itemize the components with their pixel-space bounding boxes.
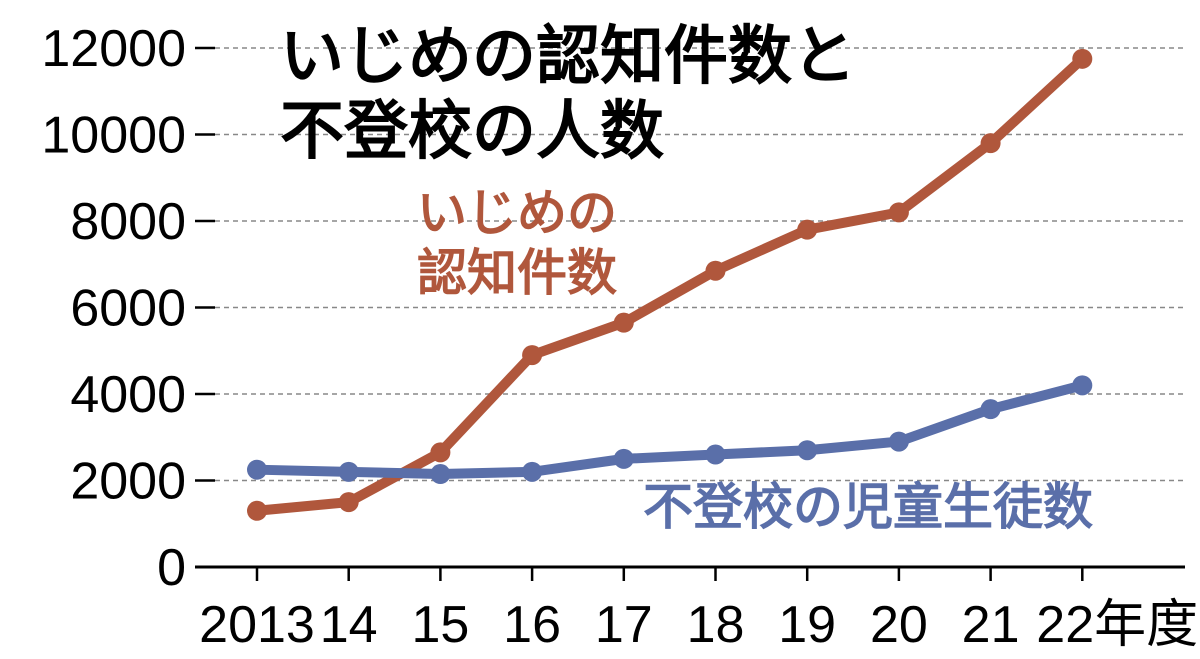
chart-title-line-2: 不登校の人数 bbox=[280, 95, 664, 169]
series-group bbox=[247, 48, 1093, 521]
x-tick-label-4: 17 bbox=[595, 596, 653, 654]
data-point-0-8 bbox=[980, 133, 1001, 154]
y-axis: 0 2000 4000 6000 8000 10000 12000 bbox=[41, 20, 215, 597]
data-point-1-5 bbox=[705, 444, 726, 465]
series-label-bullying-line-2: 認知件数 bbox=[417, 244, 617, 302]
x-tick-label-1: 14 bbox=[320, 596, 378, 654]
x-tick-label-5: 18 bbox=[687, 596, 745, 654]
y-tick-label-10000: 10000 bbox=[41, 107, 186, 165]
y-tick-label-2000: 2000 bbox=[70, 453, 186, 511]
data-point-1-2 bbox=[430, 464, 451, 485]
x-tick-label-2: 15 bbox=[411, 596, 469, 654]
data-point-0-5 bbox=[705, 260, 726, 281]
data-point-1-0 bbox=[247, 459, 267, 480]
data-point-0-7 bbox=[888, 202, 909, 223]
data-point-0-1 bbox=[338, 492, 359, 513]
y-tick-label-12000: 12000 bbox=[41, 20, 186, 78]
x-tick-label-3: 16 bbox=[503, 596, 561, 654]
series-label-absence: 不登校の児童生徒数 bbox=[643, 478, 1093, 536]
data-point-0-3 bbox=[522, 345, 543, 366]
x-tick-label-6: 19 bbox=[778, 596, 836, 654]
series-label-bullying-line-1: いじめの bbox=[417, 184, 617, 242]
y-tick-label-0: 0 bbox=[157, 539, 186, 597]
data-point-1-6 bbox=[797, 440, 818, 461]
y-tick-label-6000: 6000 bbox=[70, 280, 186, 338]
data-point-0-4 bbox=[613, 312, 634, 333]
x-tick-label-9: 22年度 bbox=[1036, 596, 1198, 654]
data-point-1-9 bbox=[1072, 375, 1093, 396]
data-point-0-2 bbox=[430, 442, 451, 463]
data-point-1-8 bbox=[980, 399, 1001, 420]
data-point-1-3 bbox=[522, 461, 543, 482]
data-point-1-4 bbox=[613, 448, 634, 469]
y-tick-label-8000: 8000 bbox=[70, 193, 186, 251]
x-axis: 2013 14 15 16 17 18 19 20 21 22年度 bbox=[195, 565, 1198, 654]
data-point-0-0 bbox=[247, 500, 267, 521]
data-point-0-6 bbox=[797, 219, 818, 240]
x-tick-label-0: 2013 bbox=[199, 596, 315, 654]
y-tick-label-4000: 4000 bbox=[70, 366, 186, 424]
data-point-1-7 bbox=[888, 431, 909, 452]
data-point-1-1 bbox=[338, 461, 359, 482]
data-point-0-9 bbox=[1072, 48, 1093, 69]
series-line-1 bbox=[252, 380, 1088, 480]
x-tick-label-7: 20 bbox=[870, 596, 928, 654]
x-tick-label-8: 21 bbox=[962, 596, 1020, 654]
chart-title-line-1: いじめの認知件数と bbox=[280, 20, 856, 94]
